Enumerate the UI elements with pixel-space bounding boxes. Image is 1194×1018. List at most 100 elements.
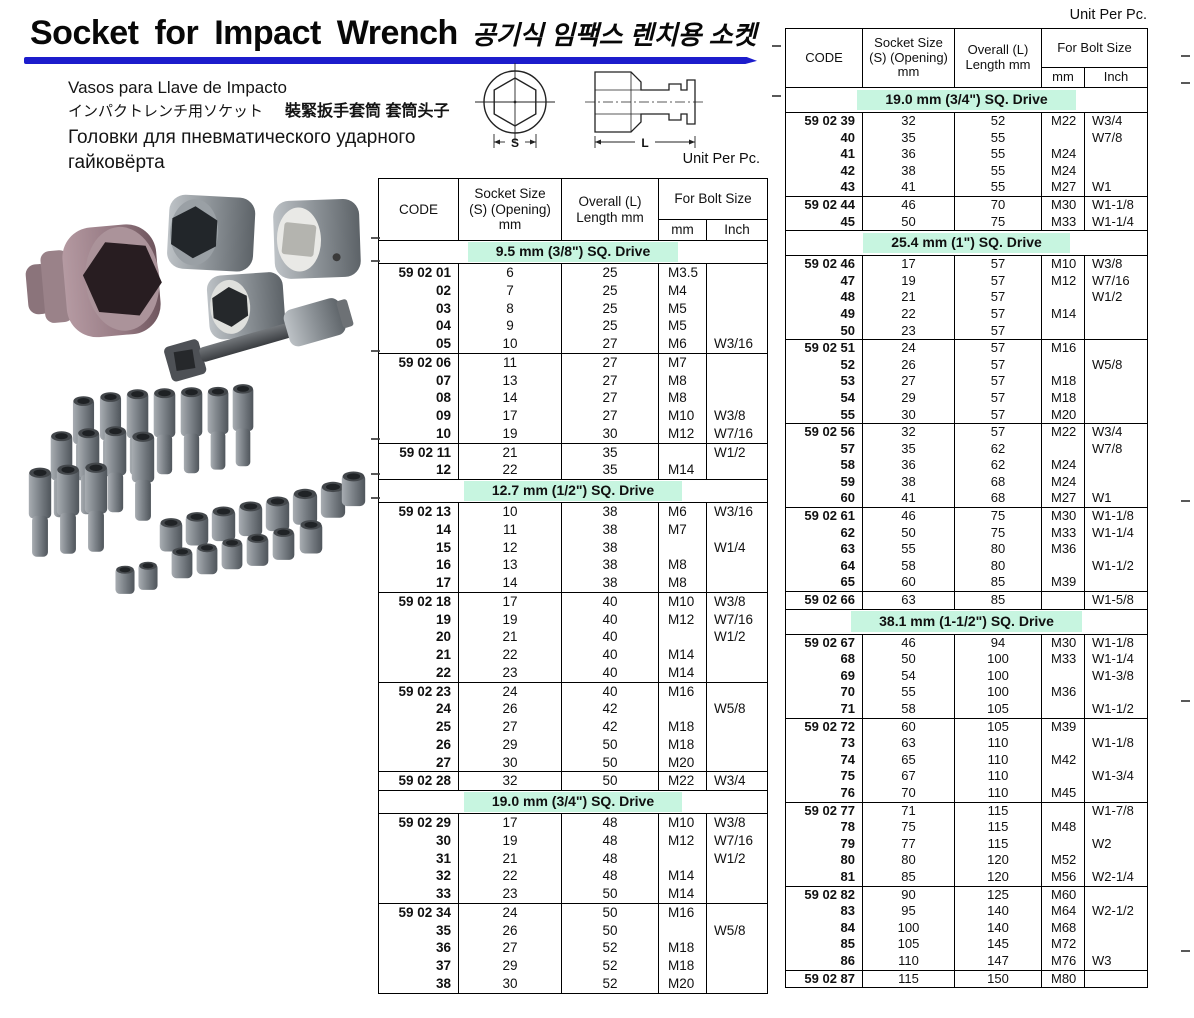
cell-code: 73 <box>840 735 855 751</box>
cell-code: 64 <box>840 557 855 573</box>
cell-code: 58 <box>840 457 855 473</box>
cell-bolt-inch: W3/16 <box>706 501 768 521</box>
cell-socket-size: 19 <box>458 424 562 443</box>
table-row: 59 02 51 24 57 M16 <box>785 339 1148 357</box>
cell-overall-length: 62 <box>954 440 1042 458</box>
cell-socket-size: 46 <box>862 195 955 214</box>
table-row: 78 75 115 M48 <box>786 819 1148 836</box>
cell-bolt-mm: M8 <box>658 389 707 407</box>
cell-overall-length: 35 <box>561 442 659 462</box>
cell-code: 08 <box>435 390 451 406</box>
table-row: 08 14 27 M8 <box>379 389 768 407</box>
table-row: 59 02 06 11 27 M7 <box>378 352 768 372</box>
section-band-row: 38.1 mm (1-1/2") SQ. Drive <box>785 608 1148 635</box>
cell-socket-size: 38 <box>862 162 955 180</box>
cell-socket-size: 95 <box>862 903 955 920</box>
registration-tick <box>371 497 380 499</box>
table-row: 59 02 11 21 35 W1/2 <box>378 442 768 462</box>
cell-bolt-mm: M6 <box>658 335 707 354</box>
cell-overall-length: 40 <box>561 681 659 701</box>
cell-bolt-inch <box>1083 969 1148 988</box>
cell-overall-length: 75 <box>954 524 1042 542</box>
cell-overall-length: 57 <box>954 255 1042 273</box>
table-row: 59 02 72 60 105 M39 <box>785 717 1148 736</box>
cell-bolt-inch <box>1083 389 1148 407</box>
cell-overall-length: 40 <box>561 610 659 629</box>
table-row: 75 67 110 W1-3/4 <box>786 768 1148 785</box>
cell-overall-length: 55 <box>954 162 1042 180</box>
cell-socket-size: 27 <box>458 939 562 957</box>
cell-socket-size: 17 <box>458 591 562 611</box>
cell-socket-size: 65 <box>862 751 955 769</box>
cell-overall-length: 110 <box>954 784 1042 803</box>
hex-front-view <box>475 63 555 148</box>
cell-bolt-mm: M7 <box>658 352 707 372</box>
cell-overall-length: 50 <box>561 753 659 772</box>
cell-bolt-mm: M5 <box>658 299 707 318</box>
cell-bolt-mm <box>1041 701 1085 719</box>
cell-bolt-mm <box>1041 735 1085 752</box>
cell-bolt-mm: M42 <box>1041 751 1085 769</box>
cell-overall-length: 140 <box>954 919 1042 937</box>
cell-socket-size: 22 <box>458 461 562 480</box>
cell-code: 69 <box>840 667 855 683</box>
cell-overall-length: 27 <box>561 352 659 372</box>
cell-bolt-mm <box>658 849 707 868</box>
table-row: 25 27 42 M18 <box>379 718 768 736</box>
cell-socket-size: 11 <box>458 520 562 539</box>
table-row: 55 30 57 M20 <box>786 406 1148 424</box>
cell-bolt-mm: M27 <box>1041 490 1085 508</box>
cell-bolt-inch <box>1083 717 1148 736</box>
cell-overall-length: 68 <box>954 473 1042 491</box>
table-row: 24 26 42 W5/8 <box>379 700 768 718</box>
cell-bolt-mm: M14 <box>658 663 707 682</box>
cell-overall-length: 57 <box>954 322 1042 340</box>
cell-bolt-mm: M10 <box>658 812 707 832</box>
cell-code: 59 02 61 <box>785 507 863 525</box>
cell-overall-length: 120 <box>954 868 1042 887</box>
cell-overall-length: 25 <box>561 281 659 300</box>
cell-code: 31 <box>435 850 451 866</box>
cell-bolt-inch: W2-1/2 <box>1083 903 1148 920</box>
table-row: 59 02 87 115 150 M80 <box>785 969 1148 988</box>
cell-overall-length: 48 <box>561 849 659 868</box>
cell-code: 43 <box>840 179 855 195</box>
cell-bolt-mm <box>1041 129 1085 147</box>
cell-socket-size: 21 <box>458 628 562 646</box>
table-subheader-row: mm Inch <box>379 219 768 241</box>
cell-code: 59 02 39 <box>785 111 863 130</box>
cell-bolt-inch <box>1083 574 1148 592</box>
cell-bolt-mm: M20 <box>658 753 707 772</box>
title-korean: 공기식 임팩스 렌치용 소켓 <box>471 20 757 50</box>
table-row: 79 77 115 W2 <box>786 835 1148 853</box>
catalog-table: CODE Socket Size (S) (Opening) mm Overall … <box>785 28 1149 989</box>
cell-code: 50 <box>840 322 855 338</box>
table-row: 20 21 40 W1/2 <box>379 628 768 646</box>
cell-bolt-mm <box>1041 591 1085 610</box>
cell-socket-size: 23 <box>458 663 562 682</box>
cell-bolt-mm: M16 <box>658 902 707 922</box>
cell-overall-length: 105 <box>954 717 1042 736</box>
section-band-row: 19.0 mm (3/4") SQ. Drive <box>785 87 1148 113</box>
section-heading: 19.0 mm (3/4") SQ. Drive <box>857 89 1076 111</box>
cell-code: 14 <box>435 521 451 537</box>
cell-socket-size: 77 <box>862 835 955 853</box>
subtitle-russian: Головки для пневматического ударного гай… <box>68 126 416 173</box>
cell-code: 33 <box>435 886 451 901</box>
cell-overall-length: 40 <box>561 628 659 646</box>
cell-code: 65 <box>840 574 855 590</box>
section-heading: 12.7 mm (1/2") SQ. Drive <box>463 480 683 502</box>
registration-tick <box>1181 500 1190 502</box>
cell-overall-length: 94 <box>954 633 1042 652</box>
cell-bolt-mm: M14 <box>658 646 707 664</box>
cell-socket-size: 19 <box>458 610 562 629</box>
cell-socket-size: 27 <box>458 718 562 736</box>
table-row: 60 41 68 M27 W1 <box>786 490 1148 508</box>
cell-socket-size: 30 <box>458 753 562 772</box>
cell-socket-size: 10 <box>458 335 562 354</box>
cell-bolt-inch: W1/2 <box>706 628 768 646</box>
cell-code: 27 <box>435 754 451 770</box>
table-row: 40 35 55 W7/8 <box>786 129 1148 147</box>
cell-overall-length: 100 <box>954 667 1042 685</box>
cell-bolt-mm: M20 <box>658 974 707 993</box>
